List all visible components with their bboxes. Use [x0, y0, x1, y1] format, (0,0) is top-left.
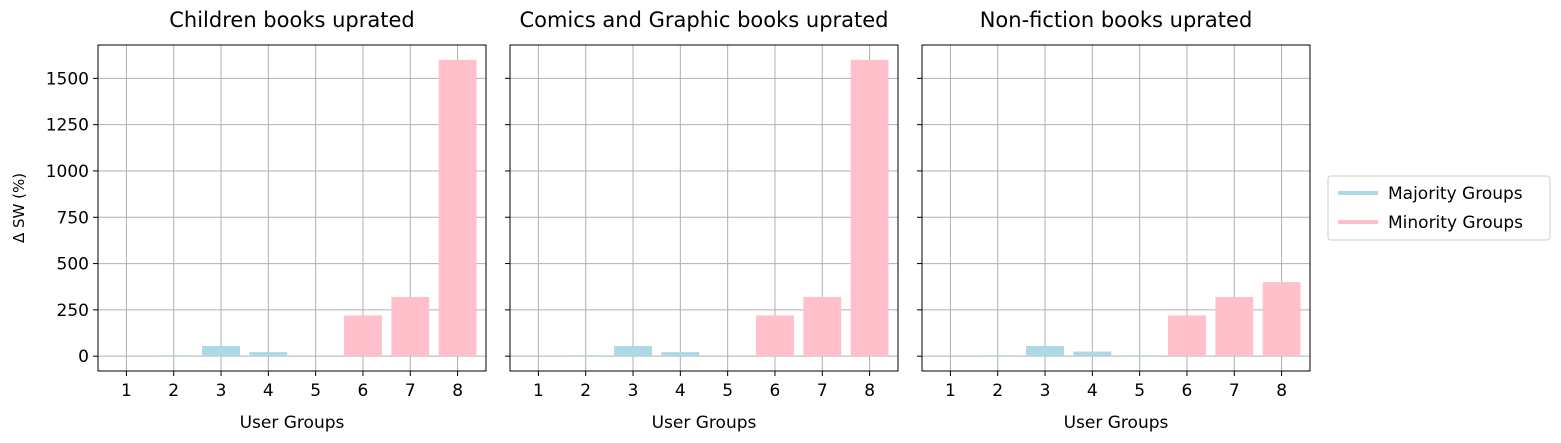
x-tick-label: 6	[1182, 381, 1193, 401]
x-tick-label: 5	[310, 381, 321, 401]
x-tick-label: 8	[452, 381, 463, 401]
chart-title: Comics and Graphic books uprated	[519, 8, 888, 32]
x-tick-label: 2	[992, 381, 1003, 401]
x-tick-label: 4	[675, 381, 686, 401]
bar-group-4	[249, 352, 288, 357]
bar-group-2	[566, 355, 605, 357]
axes-frame	[921, 44, 1311, 372]
bar-group-4	[661, 352, 700, 357]
axes-frame	[97, 44, 487, 372]
y-axis-label: Δ SW (%)	[10, 173, 28, 243]
bar-group-4	[1073, 351, 1112, 357]
x-tick-label: 3	[216, 381, 227, 401]
x-tick-label: 7	[817, 381, 828, 401]
x-tick-label: 1	[121, 381, 132, 401]
bar-group-2	[154, 355, 193, 357]
x-tick-label: 7	[405, 381, 416, 401]
x-tick-label: 1	[533, 381, 544, 401]
chart-title: Children books uprated	[169, 8, 414, 32]
x-tick-label: 3	[1040, 381, 1051, 401]
y-tick-label: 750	[57, 208, 89, 228]
x-tick-label: 3	[628, 381, 639, 401]
y-tick-label: 1250	[46, 116, 89, 136]
x-axis-label: User Groups	[652, 413, 757, 433]
x-tick-label: 7	[1229, 381, 1240, 401]
bar-group-7	[1215, 296, 1254, 357]
y-tick-label: 0	[78, 347, 89, 367]
chart-title: Non-fiction books uprated	[980, 8, 1253, 32]
chart-panel-2: 1 2 3 4 5 6 7 8 Comics and Graphic books uprated…	[505, 8, 899, 433]
x-tick-label: 8	[864, 381, 875, 401]
x-tick-label: 4	[1087, 381, 1098, 401]
y-tick-label: 250	[57, 301, 89, 321]
chart-panel-1: 1 2 3 4 5 6 7 8 0 250 500 750 1000 1250 1500 Children b…	[10, 8, 487, 433]
x-axis-label: User Groups	[240, 413, 345, 433]
x-axis-label: User Groups	[1064, 413, 1169, 433]
bar-group-6	[344, 315, 382, 357]
bar-group-8	[850, 59, 889, 357]
bar-group-6	[1168, 315, 1206, 357]
axes-frame	[509, 44, 899, 372]
legend: Majority Groups Minority Groups	[1327, 175, 1551, 241]
x-tick-label: 2	[580, 381, 591, 401]
legend-frame	[1327, 175, 1551, 241]
chart-panel-3: 1 2 3 4 5 6 7 8 Non-fiction books uprated User Gr…	[917, 8, 1311, 433]
panels: 1 2 3 4 5 6 7 8 0 250 500 750 1000 1250 1500 Children b…	[10, 8, 1311, 433]
bar-group-7	[391, 296, 430, 357]
bar-group-3	[614, 345, 652, 357]
x-tick-label: 8	[1276, 381, 1287, 401]
y-tick-label: 500	[57, 255, 89, 275]
legend-label-minority: Minority Groups	[1388, 213, 1523, 233]
legend-label-majority: Majority Groups	[1388, 184, 1523, 204]
x-tick-label: 5	[722, 381, 733, 401]
bar-group-8	[1262, 282, 1301, 357]
bar-group-5	[1120, 355, 1159, 357]
x-tick-label: 1	[945, 381, 956, 401]
x-tick-label: 5	[1134, 381, 1145, 401]
y-tick-label: 1500	[46, 69, 89, 89]
bar-group-3	[202, 345, 240, 357]
x-tick-label: 6	[358, 381, 369, 401]
bar-group-6	[756, 315, 794, 357]
y-tick-label: 1000	[46, 162, 89, 182]
bar-group-3	[1026, 345, 1064, 357]
x-tick-label: 4	[263, 381, 274, 401]
bar-group-2	[978, 355, 1017, 357]
bar-group-7	[803, 296, 842, 357]
x-tick-label: 6	[770, 381, 781, 401]
bar-group-8	[438, 59, 477, 357]
x-tick-label: 2	[168, 381, 179, 401]
